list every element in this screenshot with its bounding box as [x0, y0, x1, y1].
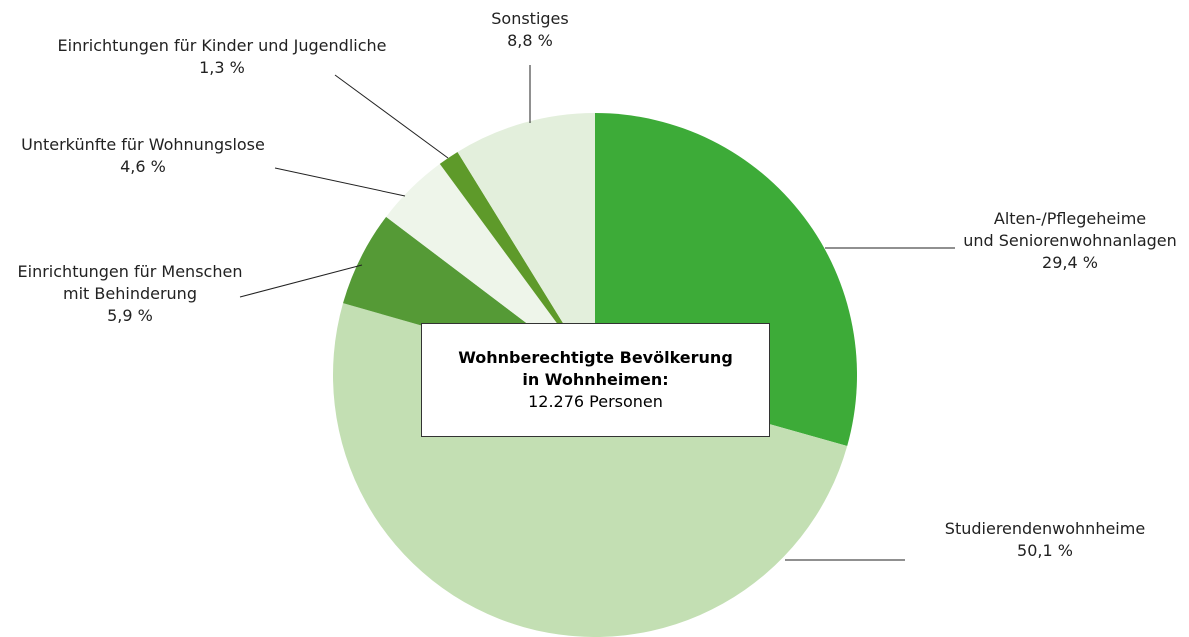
- value-label: 50,1 %: [1017, 541, 1073, 560]
- leader-line: [239, 264, 363, 298]
- annotation-title: Wohnberechtigte Bevölkerung in Wohnheime…: [458, 348, 733, 389]
- category-label: Einrichtungen für Menschen mit Behinderu…: [17, 262, 243, 303]
- pie-slice: [439, 151, 595, 375]
- leader-line: [274, 167, 406, 197]
- leader-line: [334, 74, 449, 159]
- annotation-text: 12.276 Personen: [528, 392, 663, 411]
- slice-label: Studierendenwohnheime 50,1 %: [845, 518, 1189, 562]
- annotation-box: Wohnberechtigte Bevölkerung in Wohnheime…: [421, 323, 770, 437]
- category-label: Studierendenwohnheime: [944, 519, 1146, 538]
- slice-label: Einrichtungen für Menschen mit Behinderu…: [0, 261, 330, 327]
- slice-label: Sonstiges 8,8 %: [330, 8, 730, 52]
- pie-slice: [386, 163, 595, 375]
- slice-label: Alten-/Pflegeheime und Seniorenwohnanlag…: [870, 208, 1189, 274]
- value-label: 5,9 %: [107, 306, 153, 325]
- value-label: 8,8 %: [507, 31, 553, 50]
- category-label: Unterkünfte für Wohnungslose: [21, 135, 265, 154]
- category-label: Sonstiges: [491, 9, 569, 28]
- slice-label: Unterkünfte für Wohnungslose 4,6 %: [0, 134, 343, 178]
- slice-label: Einrichtungen für Kinder und Jugendliche…: [22, 35, 422, 79]
- category-label: Einrichtungen für Kinder und Jugendliche: [57, 36, 387, 55]
- value-label: 4,6 %: [120, 157, 166, 176]
- pie-slice: [457, 113, 595, 375]
- category-label: Alten-/Pflegeheime und Seniorenwohnanlag…: [963, 209, 1177, 250]
- value-label: 1,3 %: [199, 58, 245, 77]
- value-label: 29,4 %: [1042, 253, 1098, 272]
